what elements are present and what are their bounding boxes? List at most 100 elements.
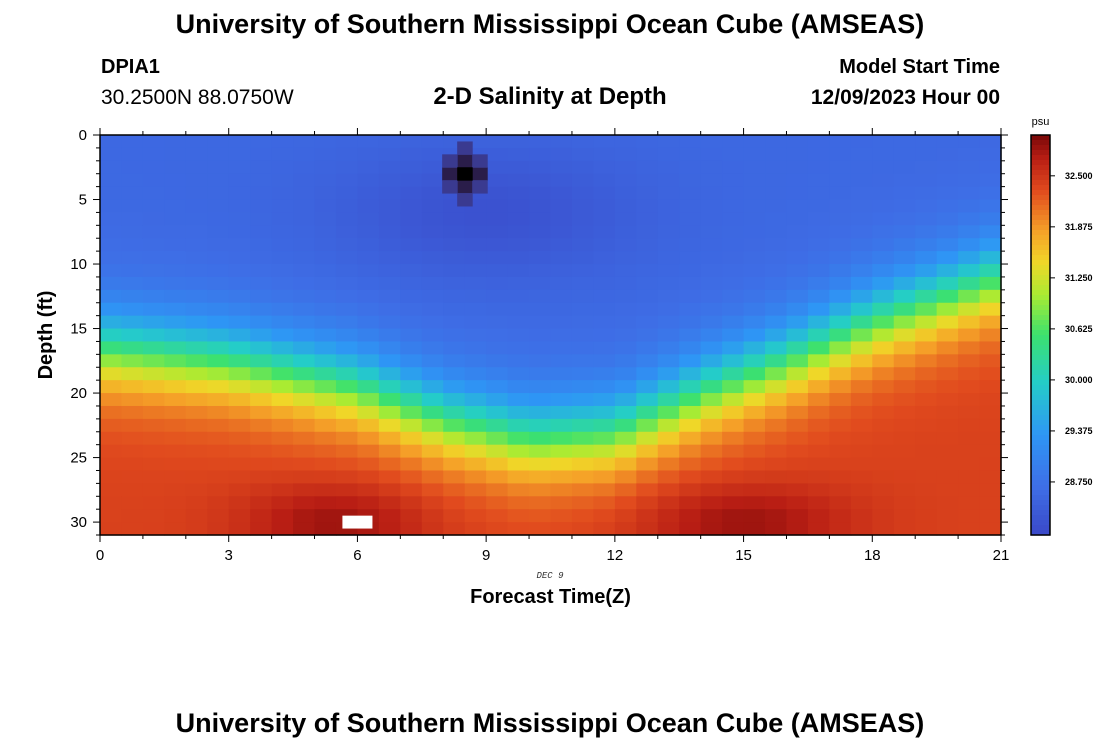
heatmap-cell	[357, 251, 380, 265]
heatmap-cell	[614, 431, 637, 446]
colorbar-segment	[1031, 510, 1050, 516]
heatmap-cell	[314, 315, 337, 330]
heatmap-cell	[228, 405, 251, 420]
heatmap-cell	[657, 212, 680, 226]
heatmap-cell	[314, 431, 337, 446]
heatmap-cell	[164, 509, 187, 523]
y-tick-label: 0	[79, 127, 87, 144]
heatmap-cell	[979, 302, 1002, 317]
heatmap-cell	[421, 509, 444, 523]
heatmap-cell	[357, 444, 380, 459]
heatmap-cell	[636, 470, 659, 484]
heatmap-cell	[958, 173, 981, 188]
heatmap-cell	[593, 315, 616, 330]
heatmap-cell	[700, 393, 723, 407]
heatmap-cell	[550, 225, 573, 239]
heatmap-cell	[700, 457, 723, 472]
heatmap-cell	[850, 147, 873, 162]
heatmap-cell	[936, 160, 959, 175]
heatmap-cell	[100, 496, 123, 510]
heatmap-cell	[636, 302, 659, 317]
heatmap-cell	[958, 393, 981, 407]
heatmap-cell	[657, 315, 680, 330]
heatmap-cell	[314, 302, 337, 317]
heatmap-cell	[979, 238, 1002, 252]
heatmap-cell	[765, 147, 788, 162]
heatmap-cell	[250, 483, 273, 497]
heatmap-cell	[185, 212, 208, 226]
heatmap-cell	[915, 302, 938, 317]
colorbar-segment	[1031, 240, 1050, 246]
heatmap-cell	[722, 431, 745, 446]
heatmap-cell	[507, 289, 530, 304]
heatmap-cell	[293, 302, 316, 317]
heatmap-cell	[979, 199, 1002, 214]
heatmap-cell	[207, 199, 230, 214]
colorbar-segment	[1031, 300, 1050, 306]
heatmap-cell	[915, 522, 938, 536]
heatmap-cell	[486, 470, 509, 484]
heatmap-cell	[722, 457, 745, 472]
station-id: DPIA1	[101, 56, 160, 78]
heatmap-cell	[657, 393, 680, 407]
heatmap-cell	[829, 276, 852, 291]
x-tick-label: 3	[225, 547, 233, 564]
heatmap-cell	[121, 431, 144, 446]
heatmap-cell	[185, 147, 208, 162]
heatmap-cell	[293, 509, 316, 523]
heatmap-cell	[529, 341, 552, 355]
heatmap-cell	[421, 393, 444, 407]
heatmap-cell	[722, 315, 745, 330]
heatmap-cell	[464, 341, 487, 355]
heatmap-cell	[378, 509, 401, 523]
colorbar-segment	[1031, 295, 1050, 301]
heatmap-cell	[529, 509, 552, 523]
heatmap-cell	[507, 470, 530, 484]
heatmap-cell	[400, 186, 423, 201]
x-tick-label: 9	[482, 547, 490, 564]
x-axis-title: Forecast Time(Z)	[470, 586, 631, 608]
heatmap-cell	[636, 457, 659, 472]
heatmap-cell	[850, 444, 873, 459]
heatmap-cell	[142, 251, 165, 265]
heatmap-cell	[335, 173, 359, 188]
heatmap-cell	[400, 238, 423, 252]
heatmap-cell	[357, 289, 380, 304]
colorbar-segment	[1031, 520, 1050, 526]
heatmap-cell	[614, 496, 637, 510]
colorbar-unit: psu	[1032, 116, 1050, 128]
heatmap-cell	[657, 225, 680, 239]
heatmap-cell	[722, 147, 745, 162]
heatmap-cell	[915, 418, 938, 433]
heatmap-cell	[636, 328, 659, 343]
heatmap-cell	[529, 238, 552, 252]
missing-data-marker	[342, 515, 373, 529]
heatmap-cell	[979, 457, 1002, 472]
heatmap-cell	[593, 341, 616, 355]
heatmap-cell	[357, 276, 380, 291]
colorbar-segment	[1031, 150, 1050, 156]
heatmap-cell	[829, 238, 852, 252]
colorbar-segment	[1031, 200, 1050, 206]
heatmap-cell	[958, 483, 981, 497]
heatmap-cell	[271, 225, 294, 239]
heatmap-cell	[164, 251, 187, 265]
y-tick-label: 25	[70, 450, 87, 467]
heatmap-cell	[872, 289, 895, 304]
heatmap-cell	[378, 302, 401, 317]
heatmap-cell	[378, 354, 401, 368]
heatmap-cell	[100, 238, 123, 252]
heatmap-cell	[979, 225, 1002, 239]
heatmap-cell	[121, 289, 144, 304]
heatmap-cell	[807, 212, 830, 226]
heatmap-cell	[400, 431, 423, 446]
colorbar-segment	[1031, 410, 1050, 416]
heatmap-cell	[121, 315, 144, 330]
heatmap-cell	[121, 302, 144, 317]
heatmap-cell	[121, 418, 144, 433]
heatmap-cell	[443, 238, 466, 252]
heatmap-cell	[743, 315, 766, 330]
colorbar-segment	[1031, 465, 1050, 471]
heatmap-cell	[958, 135, 981, 149]
heatmap-cell	[443, 470, 466, 484]
